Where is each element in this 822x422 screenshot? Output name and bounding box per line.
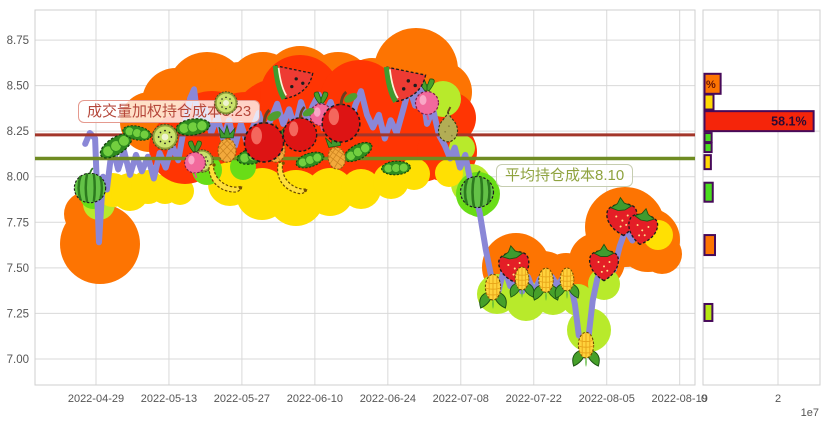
watermelon-slice-icon (383, 66, 427, 103)
watermelon-slice-icon (272, 64, 314, 101)
volume-bar (703, 181, 714, 203)
y-tick-label: 8.25 (7, 126, 29, 138)
price-plot-border (34, 9, 696, 386)
volume-bar (703, 302, 714, 322)
volume-bar (703, 234, 716, 257)
volume-bar-label: 58.1% (771, 115, 806, 129)
x-tick-label: 2022-06-10 (287, 393, 343, 405)
peas-icon (122, 125, 152, 141)
avg-cost-label-box: 平均持仓成本8.10 (496, 164, 634, 187)
watermelon-icon (73, 167, 107, 204)
apple-icon (243, 108, 285, 163)
corn-icon (572, 331, 600, 367)
radish-icon (184, 140, 206, 179)
kiwi-icon (151, 123, 179, 151)
volume-bubble (166, 177, 194, 205)
y-tick-label: 7.00 (7, 354, 29, 366)
corn-icon (509, 266, 535, 298)
volume-bar (703, 132, 713, 144)
radish-icon (414, 78, 440, 121)
x-tick-label: 2022-08-19 (652, 393, 708, 405)
peas-icon (295, 151, 325, 169)
axis-tick-labels: 8.75 8.50 8.25 8.00 7.75 7.50 7.25 7.00 2022-04-… (7, 35, 819, 419)
y-tick-label: 8.50 (7, 81, 29, 93)
x-tick-label: 2022-06-24 (360, 393, 416, 405)
panel-scale-label: 1e7 (801, 407, 819, 419)
x-tick-label: 2022-07-08 (433, 393, 489, 405)
apple-icon (282, 106, 318, 152)
corn-icon (532, 267, 560, 301)
volume-bubble (435, 159, 463, 187)
pineapple-icon (217, 124, 237, 163)
banana-icon (208, 163, 243, 193)
peas-icon (175, 118, 211, 136)
volume-bar (703, 110, 815, 133)
volume-bar-label-clipped: % (706, 79, 716, 91)
panel-x-tick-label: 0 (701, 393, 707, 405)
volume-bubble (341, 169, 381, 209)
y-tick-label: 7.25 (7, 308, 29, 320)
peas-icon (343, 141, 373, 163)
volume-bubble (306, 168, 354, 216)
x-tick-label: 2022-04-29 (68, 393, 124, 405)
avg-cost-label: 平均持仓成本8.10 (496, 164, 634, 187)
panel-x-tick-label: 2 (775, 393, 781, 405)
watermelon-icon (459, 170, 495, 209)
y-tick-label: 8.00 (7, 172, 29, 184)
y-tick-label: 7.75 (7, 217, 29, 229)
radish-icon (309, 91, 333, 132)
strawberry-icon (628, 207, 659, 246)
volume-bar (703, 154, 712, 171)
corn-icon (554, 267, 580, 299)
strawberry-icon (588, 243, 620, 282)
x-tick-label: 2022-07-22 (506, 393, 562, 405)
volume-bar (703, 142, 713, 154)
banana-icon (276, 161, 309, 195)
volume-distribution-bars: % 58.1% (703, 72, 815, 322)
pineapple-icon (325, 133, 346, 170)
x-tick-label: 2022-05-27 (214, 393, 270, 405)
y-tick-label: 7.50 (7, 263, 29, 275)
volume-bar (703, 93, 715, 111)
x-tick-label: 2022-08-05 (579, 393, 635, 405)
x-tick-label: 2022-05-13 (141, 393, 197, 405)
apple-icon (321, 90, 361, 143)
kiwi-icon (214, 91, 238, 115)
y-tick-label: 8.75 (7, 35, 29, 47)
pear-icon (437, 106, 459, 143)
volume-panel-border (702, 9, 821, 386)
fruit-stickers (73, 64, 659, 367)
